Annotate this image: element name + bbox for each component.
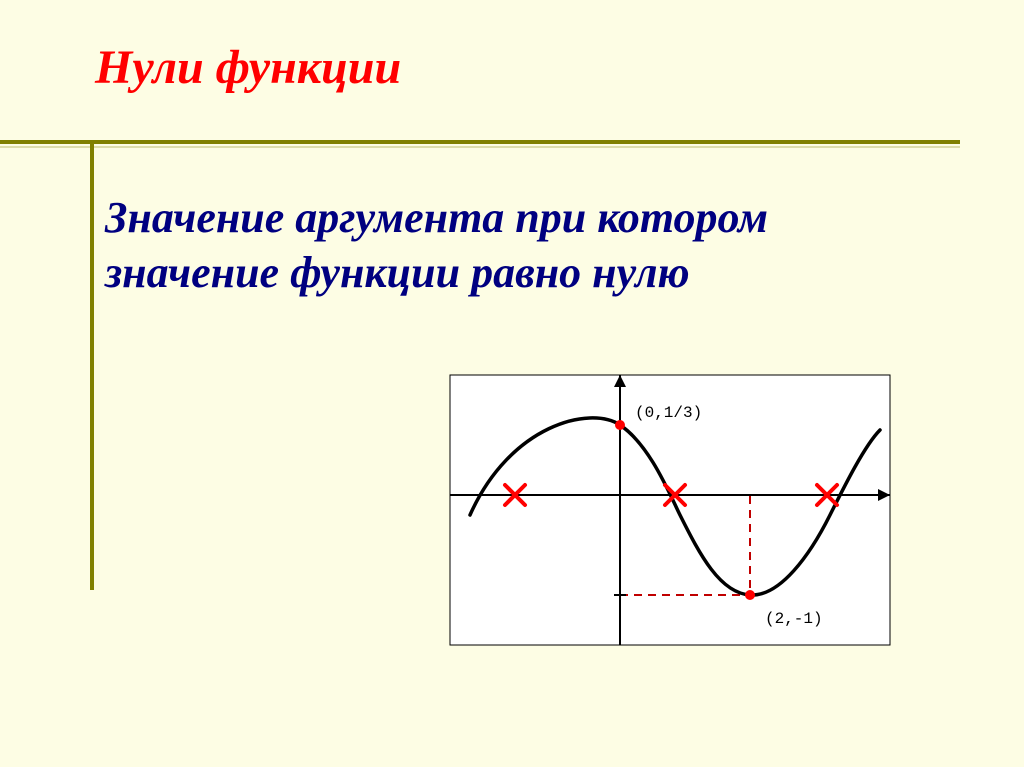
- slide: Нули функции Значение аргумента при кото…: [0, 0, 1024, 767]
- vertical-rule: [90, 140, 94, 590]
- function-graph: (0,1/3) (2,-1): [420, 365, 920, 665]
- title-rule: [0, 140, 960, 144]
- svg-text:(2,-1): (2,-1): [765, 610, 823, 628]
- slide-title: Нули функции: [95, 40, 401, 95]
- definition-text: Значение аргумента при котором значение …: [105, 190, 925, 300]
- svg-text:(0,1/3): (0,1/3): [635, 404, 702, 422]
- title-rule-shadow: [0, 146, 960, 148]
